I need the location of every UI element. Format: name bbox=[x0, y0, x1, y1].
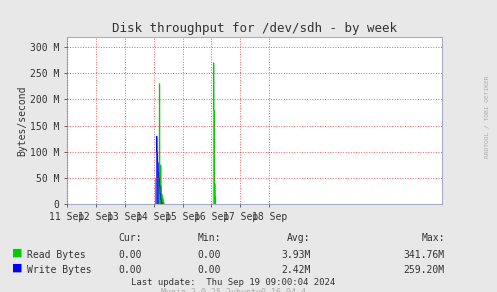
Text: 0.00: 0.00 bbox=[198, 251, 221, 260]
Text: Max:: Max: bbox=[421, 233, 445, 243]
Text: Cur:: Cur: bbox=[118, 233, 142, 243]
Text: Munin 2.0.25-2ubuntu0.16.04.4: Munin 2.0.25-2ubuntu0.16.04.4 bbox=[161, 288, 306, 292]
Text: RRDTOOL / TOBI OETIKER: RRDTOOL / TOBI OETIKER bbox=[485, 76, 490, 158]
Text: 0.00: 0.00 bbox=[118, 265, 142, 275]
Text: ■: ■ bbox=[12, 248, 23, 258]
Text: 259.20M: 259.20M bbox=[404, 265, 445, 275]
Text: Write Bytes: Write Bytes bbox=[27, 265, 92, 275]
Text: 0.00: 0.00 bbox=[118, 251, 142, 260]
Text: ■: ■ bbox=[12, 263, 23, 273]
Text: Min:: Min: bbox=[198, 233, 221, 243]
Text: Read Bytes: Read Bytes bbox=[27, 251, 86, 260]
Text: 341.76M: 341.76M bbox=[404, 251, 445, 260]
Title: Disk throughput for /dev/sdh - by week: Disk throughput for /dev/sdh - by week bbox=[112, 22, 397, 35]
Text: 3.93M: 3.93M bbox=[281, 251, 311, 260]
Text: 0.00: 0.00 bbox=[198, 265, 221, 275]
Text: Last update:  Thu Sep 19 09:00:04 2024: Last update: Thu Sep 19 09:00:04 2024 bbox=[132, 278, 335, 287]
Text: 2.42M: 2.42M bbox=[281, 265, 311, 275]
Y-axis label: Bytes/second: Bytes/second bbox=[17, 85, 27, 156]
Text: Avg:: Avg: bbox=[287, 233, 311, 243]
